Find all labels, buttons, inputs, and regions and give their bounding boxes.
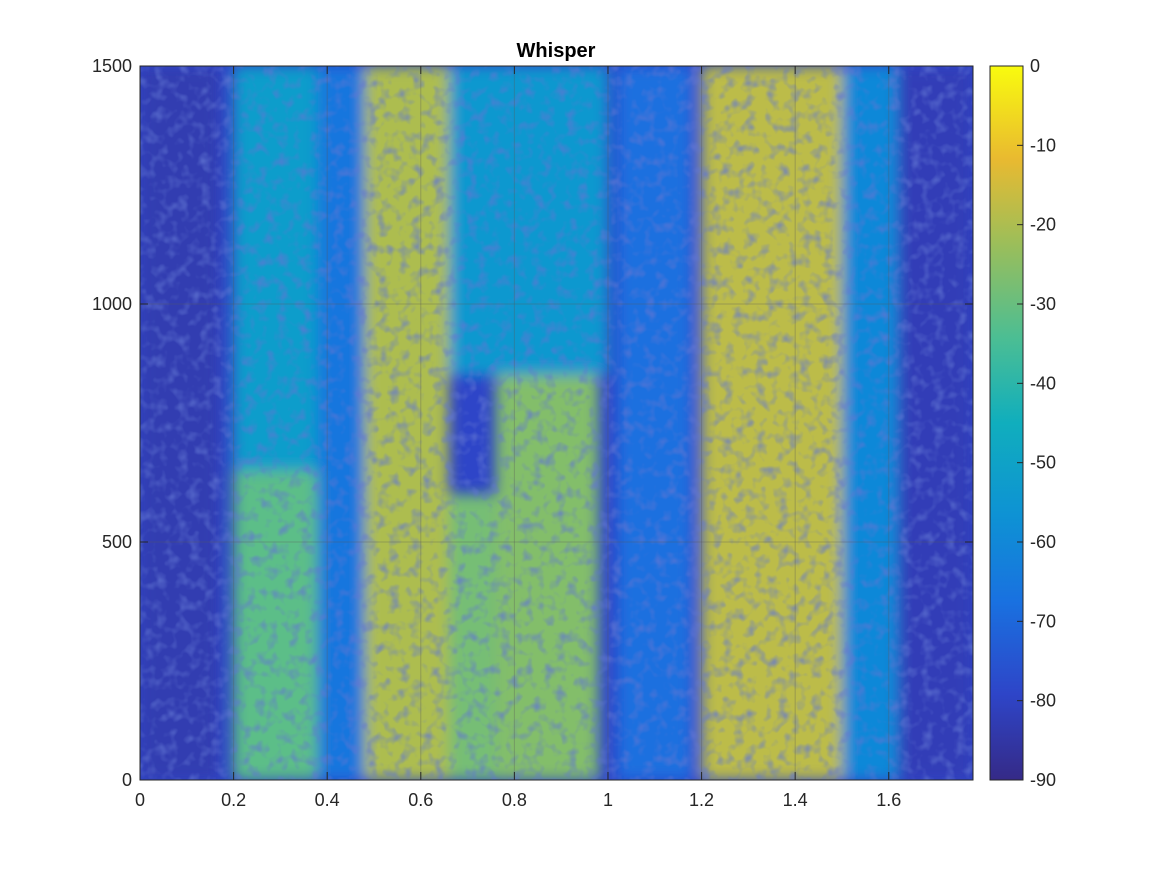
- colorbar-tick-label: -10: [1030, 135, 1056, 155]
- y-axis: 0 500 1000 1500: [92, 56, 973, 790]
- colorbar: [989, 65, 1024, 781]
- x-axis: 0 0.2 0.4 0.6 0.8 1 1.2 1.4 1.6: [135, 66, 901, 810]
- colorbar-tick-label: -20: [1030, 215, 1056, 235]
- y-tick-label: 1000: [92, 294, 132, 314]
- x-tick-label: 0.4: [315, 790, 340, 810]
- y-tick-label: 500: [102, 532, 132, 552]
- chart-title: Whisper: [517, 40, 596, 62]
- y-tick-label: 0: [122, 770, 132, 790]
- heatmap-texture: [140, 66, 973, 780]
- colorbar-axis: 0 -10 -20 -30 -40 -50 -60 -70 -80 -90: [1017, 56, 1056, 790]
- x-tick-label: 0: [135, 790, 145, 810]
- colorbar-tick-label: -70: [1030, 611, 1056, 631]
- colorbar-tick-label: -60: [1030, 532, 1056, 552]
- x-tick-label: 1: [603, 790, 613, 810]
- x-tick-label: 1.4: [783, 790, 808, 810]
- grid-lines: [140, 66, 973, 780]
- x-tick-label: 0.8: [502, 790, 527, 810]
- colorbar-tick-label: -80: [1030, 691, 1056, 711]
- x-tick-label: 1.2: [689, 790, 714, 810]
- colorbar-tick-label: -50: [1030, 453, 1056, 473]
- x-tick-label: 0.2: [221, 790, 246, 810]
- colorbar-tick-label: -40: [1030, 373, 1056, 393]
- y-tick-label: 1500: [92, 56, 132, 76]
- colorbar-tick-label: 0: [1030, 56, 1040, 76]
- x-tick-label: 0.6: [408, 790, 433, 810]
- x-tick-label: 1.6: [876, 790, 901, 810]
- axes-box: [139, 65, 974, 781]
- colorbar-tick-label: -30: [1030, 294, 1056, 314]
- colorbar-tick-label: -90: [1030, 770, 1056, 790]
